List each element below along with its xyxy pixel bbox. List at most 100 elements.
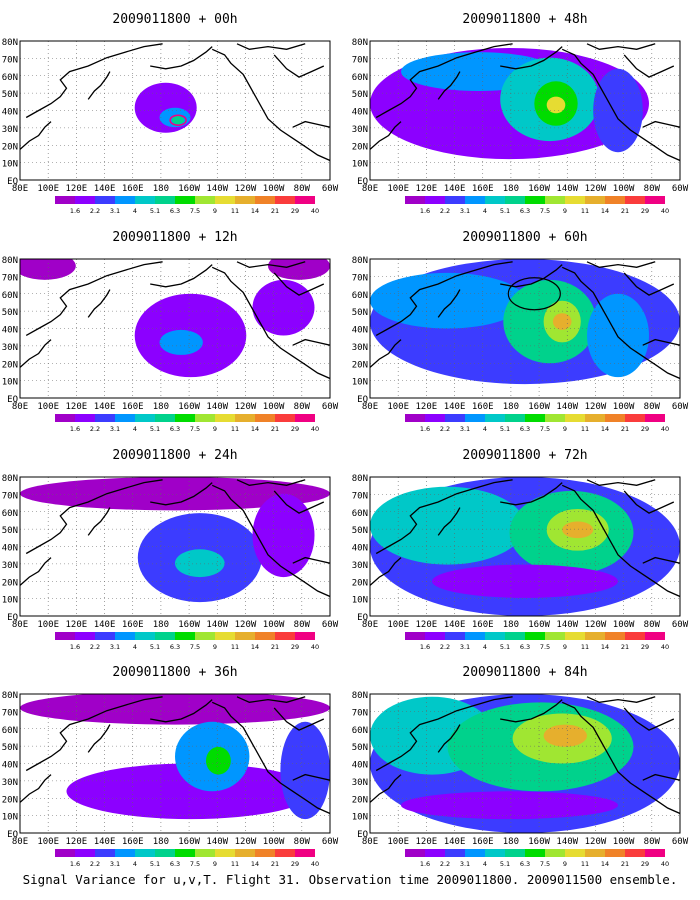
legend-swatch (275, 414, 295, 422)
coastline (211, 701, 330, 815)
panel-title: 2009011800 + 24h (112, 448, 237, 463)
legend-level-label: 9 (213, 425, 217, 433)
lon-label: 140E (444, 184, 466, 194)
lat-label: 70N (2, 708, 18, 718)
legend-level-label: 21 (271, 643, 279, 651)
lon-label: 160W (178, 402, 200, 412)
lat-label: 10N (352, 160, 368, 170)
lon-label: 140W (556, 837, 578, 847)
coastline (292, 120, 330, 128)
legend-swatch (405, 849, 425, 857)
lat-label: 10N (2, 813, 18, 823)
lat-label: 10N (352, 813, 368, 823)
lon-label: 60W (672, 184, 689, 194)
legend-level-label: 40 (311, 860, 319, 868)
lon-label: 140W (206, 620, 228, 630)
legend-swatch (485, 414, 505, 422)
legend-swatch (175, 196, 195, 204)
lat-label: 60N (352, 73, 368, 83)
legend-level-label: 5.1 (500, 207, 510, 215)
lat-label: 70N (352, 55, 368, 65)
coastline (642, 556, 680, 564)
lat-label: 30N (2, 343, 18, 353)
lon-label: 80E (362, 184, 378, 194)
legend-level-label: 9 (563, 860, 567, 868)
legend-swatch (465, 414, 485, 422)
legend-level-label: 9 (563, 643, 567, 651)
legend-swatch (155, 632, 175, 640)
lat-label: 30N (2, 561, 18, 571)
legend-level-label: 9 (213, 643, 217, 651)
lon-label: 120W (235, 184, 257, 194)
legend-swatch (135, 849, 155, 857)
legend-swatch (605, 849, 625, 857)
legend-level-label: 9 (213, 207, 217, 215)
lat-label: 60N (2, 291, 18, 301)
map-frame (369, 40, 681, 181)
legend-swatch (295, 849, 315, 857)
legend-swatch (215, 196, 235, 204)
lon-label: 80W (294, 402, 311, 412)
map-frame (369, 693, 681, 834)
coastline (623, 272, 675, 296)
legend-level-label: 29 (291, 425, 299, 433)
lon-label: 80E (362, 620, 378, 630)
lon-label: 120W (585, 620, 607, 630)
legend-level-label: 9 (563, 425, 567, 433)
coastline (236, 43, 306, 50)
lon-label: 120W (585, 837, 607, 847)
lon-label: 100E (37, 184, 59, 194)
legend-swatch (645, 196, 665, 204)
variance-contour (175, 549, 225, 578)
legend-swatch (175, 849, 195, 857)
legend-level-label: 4 (133, 860, 137, 868)
lon-label: 100E (387, 620, 409, 630)
lon-label: 160E (472, 620, 494, 630)
lon-label: 80W (644, 402, 661, 412)
map-frame (19, 40, 331, 181)
legend-swatch (295, 414, 315, 422)
lon-label: 140W (206, 184, 228, 194)
legend-level-label: 4 (133, 207, 137, 215)
lat-label: 20N (2, 578, 18, 588)
legend-level-label: 21 (621, 425, 629, 433)
legend-swatch (485, 849, 505, 857)
legend-swatch (295, 196, 315, 204)
legend-swatch (115, 414, 135, 422)
legend-level-label: 4 (483, 207, 487, 215)
variance-contour (280, 721, 330, 820)
legend-level-label: 11 (581, 643, 589, 651)
legend-swatch (545, 414, 565, 422)
coastline (236, 696, 306, 703)
variance-contour (552, 313, 572, 330)
lon-label: 140E (444, 402, 466, 412)
lat-label: 20N (352, 360, 368, 370)
variance-contour (562, 521, 594, 539)
coastline (623, 54, 675, 78)
legend-level-label: 5.1 (500, 860, 510, 868)
legend-level-label: 40 (661, 425, 669, 433)
lon-label: 160E (472, 837, 494, 847)
panel-title: 2009011800 + 48h (462, 12, 587, 27)
legend-swatch (425, 849, 445, 857)
legend-level-label: 11 (581, 207, 589, 215)
legend-level-label: 3.1 (110, 425, 120, 433)
legend-swatch (95, 849, 115, 857)
legend-level-label: 29 (641, 643, 649, 651)
lat-label: EQ (357, 177, 368, 187)
coastline (623, 707, 675, 731)
lat-label: 80N (352, 38, 368, 48)
lat-label: EQ (357, 830, 368, 840)
lon-label: 140E (444, 837, 466, 847)
legend-level-label: 14 (601, 207, 609, 215)
legend-level-label: 21 (621, 207, 629, 215)
variance-contour (206, 746, 231, 775)
map-panel: 2009011800 + 36h 80N 70N 60N 50N 40N 30N 20N 10N… (2, 665, 339, 868)
legend-level-label: 7.5 (190, 425, 200, 433)
coastline (370, 774, 402, 803)
lat-label: 10N (352, 378, 368, 388)
legend-level-label: 21 (271, 425, 279, 433)
lon-label: 140W (206, 402, 228, 412)
legend-level-label: 1.6 (70, 425, 80, 433)
lon-label: 180 (503, 837, 519, 847)
